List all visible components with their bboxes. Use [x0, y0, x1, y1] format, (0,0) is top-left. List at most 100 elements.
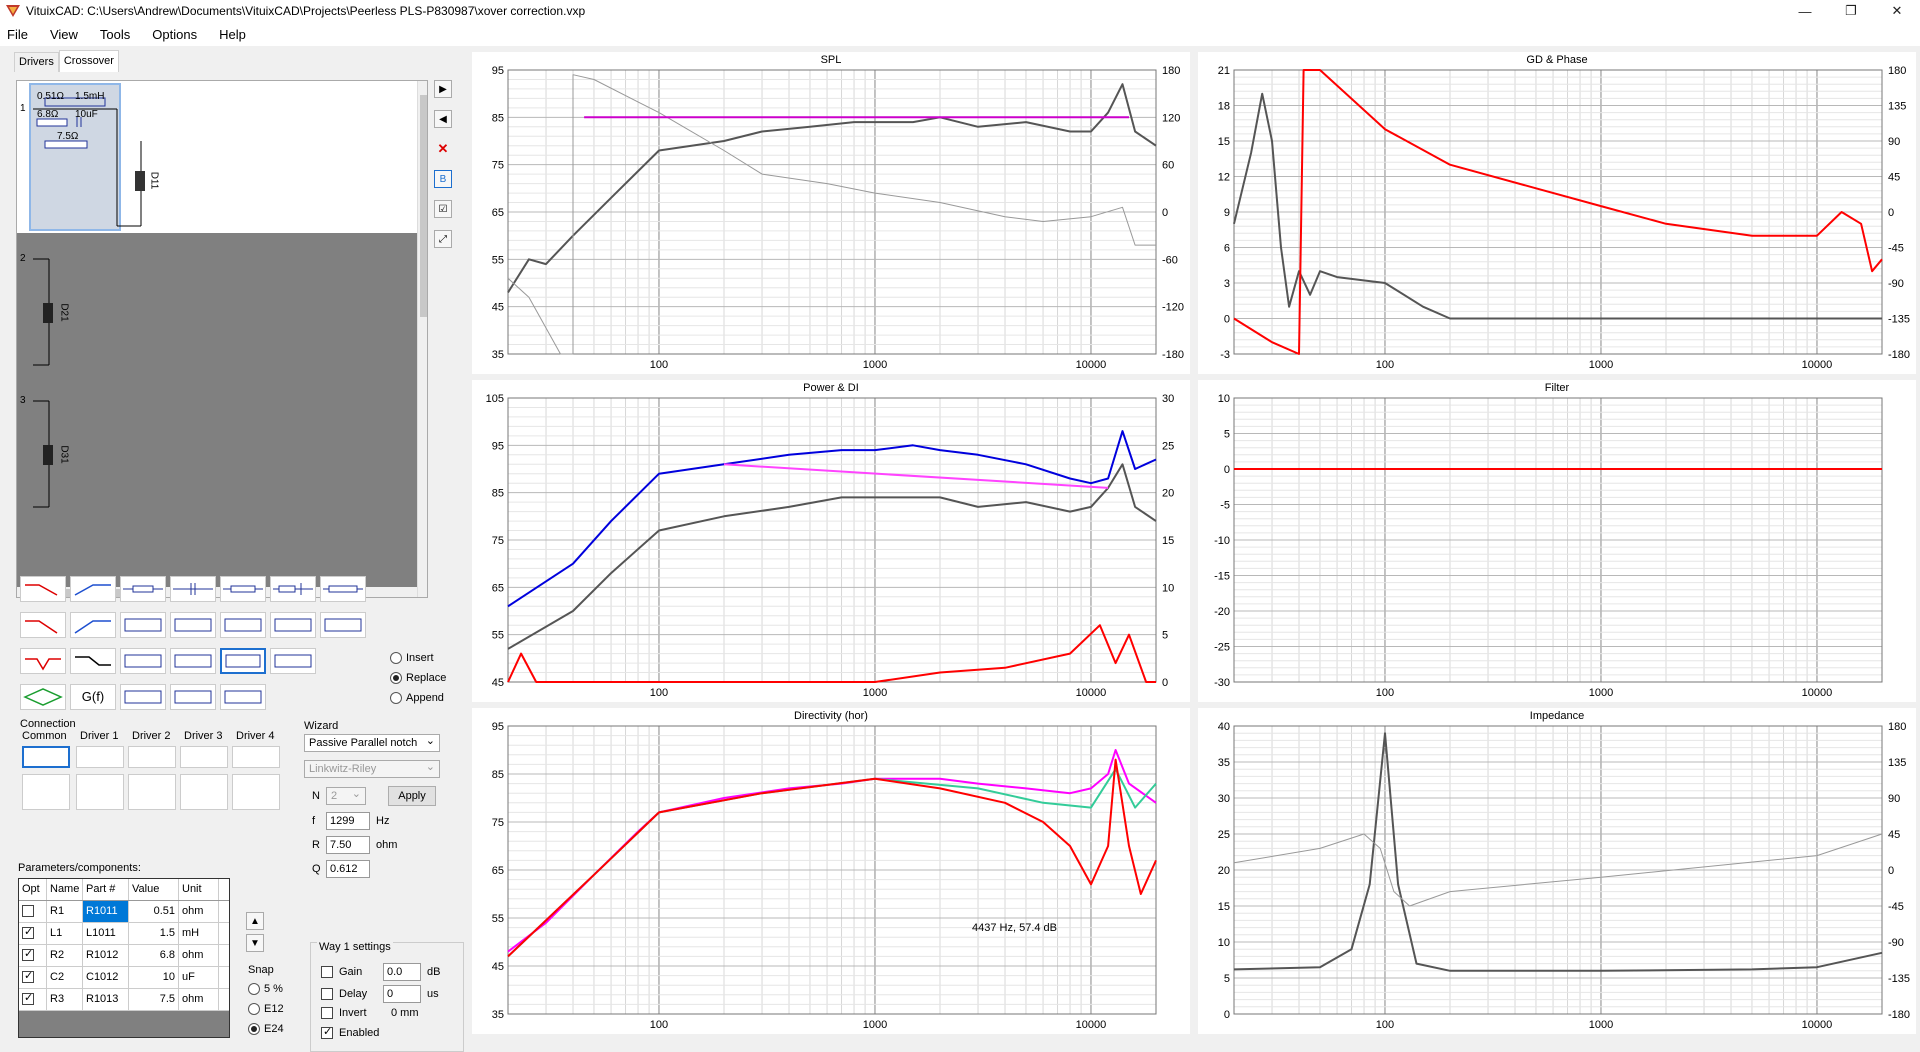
rc-parallel-icon[interactable] [170, 612, 216, 638]
f-input[interactable]: 1299 [326, 812, 370, 830]
rl-series-icon[interactable] [320, 576, 366, 602]
bypass-icon[interactable]: B [434, 170, 452, 188]
resistor-icon[interactable] [120, 576, 166, 602]
append-radio[interactable]: Append [390, 688, 460, 708]
apply-button[interactable]: Apply [388, 786, 436, 806]
opt-checkbox[interactable] [22, 947, 34, 961]
snap-5-radio[interactable]: 5 % [248, 979, 302, 999]
power-di-graph[interactable]: Power & DI 45 55 65 75 85 95 105 0 5 10 15 20 25 30 10… [472, 380, 1190, 702]
table-row[interactable]: R1 R1011 0.51 ohm [19, 901, 229, 923]
rlc-parallel-icon[interactable] [270, 612, 316, 638]
wizard-alignment-select[interactable]: Linkwitz-Riley [304, 760, 440, 778]
table-row[interactable]: R2 R1012 6.8 ohm [19, 945, 229, 967]
common-series-button[interactable] [22, 746, 70, 768]
network-c-icon[interactable] [270, 648, 316, 674]
minimize-button[interactable]: — [1798, 3, 1812, 19]
spl-graph[interactable]: SPL 35 45 55 65 75 85 95 -180 -120 -60 0 60 120 180 10… [472, 52, 1190, 374]
parallel-notch-icon[interactable] [220, 648, 266, 674]
delay-input[interactable]: 0 [383, 985, 421, 1003]
table-row[interactable]: C2 C1012 10 uF [19, 967, 229, 989]
r-input[interactable]: 7.50 [326, 836, 370, 854]
move-right-icon[interactable]: ▶ [434, 80, 452, 98]
maximize-button[interactable]: ❐ [1845, 3, 1857, 18]
close-button[interactable]: ✕ [1891, 3, 1903, 18]
move-up-icon[interactable]: ▲ [246, 912, 264, 930]
gain-input[interactable]: 0.0 [383, 963, 421, 981]
driver4-shunt-button[interactable] [232, 774, 280, 810]
param-part[interactable]: C1012 [83, 967, 129, 988]
param-value[interactable]: 7.5 [129, 989, 179, 1010]
directivity-graph[interactable]: Directivity (hor) 35 45 55 65 75 85 95 100 1000 1… [472, 708, 1190, 1034]
param-value[interactable]: 0.51 [129, 901, 179, 922]
inductor-icon[interactable] [220, 576, 266, 602]
common-ground-button[interactable] [22, 774, 70, 810]
driver3-series-button[interactable] [180, 746, 228, 768]
notch-icon[interactable] [20, 648, 66, 674]
opt-checkbox[interactable] [22, 969, 34, 983]
impedance-graph[interactable]: Impedance 0 5 10 15 20 25 30 35 40 -180 -135 -90 -45… [1198, 708, 1916, 1034]
transfer-function-icon[interactable]: G(f) [70, 684, 116, 710]
shelf-icon[interactable] [70, 648, 116, 674]
highpass-2-icon[interactable] [70, 612, 116, 638]
driver1-series-button[interactable] [76, 746, 124, 768]
lc-parallel-icon[interactable] [320, 612, 366, 638]
move-left-icon[interactable]: ◀ [434, 110, 452, 128]
param-part[interactable]: R1012 [83, 945, 129, 966]
replace-radio[interactable]: Replace [390, 668, 460, 688]
menu-file[interactable]: File [7, 26, 28, 42]
lowpass-2-icon[interactable] [20, 612, 66, 638]
enabled-checkbox[interactable] [321, 1025, 333, 1039]
driver2-shunt-button[interactable] [128, 774, 176, 810]
opt-checkbox[interactable] [22, 991, 34, 1005]
table-row[interactable]: L1 L1011 1.5 mH [19, 923, 229, 945]
network-b-icon[interactable] [170, 648, 216, 674]
rc-series-icon[interactable] [270, 576, 316, 602]
network-d-icon[interactable] [120, 684, 166, 710]
highpass-icon[interactable] [70, 576, 116, 602]
q-input[interactable]: 0.612 [326, 860, 370, 878]
lowpass-icon[interactable] [20, 576, 66, 602]
network-e-icon[interactable] [170, 684, 216, 710]
move-down-icon[interactable]: ▼ [246, 934, 264, 952]
opt-checkbox[interactable] [22, 905, 34, 917]
insert-radio[interactable]: Insert [390, 648, 460, 668]
checkbox-icon[interactable]: ☑ [434, 200, 452, 218]
driver4-series-button[interactable] [232, 746, 280, 768]
param-part[interactable]: L1011 [83, 923, 129, 944]
driver1-shunt-button[interactable] [76, 774, 124, 810]
wizard-type-select[interactable]: Passive Parallel notch [304, 734, 440, 752]
param-value[interactable]: 6.8 [129, 945, 179, 966]
opt-checkbox[interactable] [22, 925, 34, 939]
network-f-icon[interactable] [220, 684, 266, 710]
n-select[interactable]: 2 [326, 787, 366, 805]
param-value[interactable]: 1.5 [129, 923, 179, 944]
menu-view[interactable]: View [49, 26, 78, 42]
network-a-icon[interactable] [120, 648, 166, 674]
menu-help[interactable]: Help [219, 26, 246, 42]
snap-e24-radio[interactable]: E24 [248, 1019, 302, 1039]
tab-drivers[interactable]: Drivers [14, 52, 59, 72]
gd-phase-graph[interactable]: GD & Phase -3 0 3 6 9 12 15 18 21 -180 -135 -90 -45 0… [1198, 52, 1916, 374]
table-row[interactable]: R3 R1013 7.5 ohm [19, 989, 229, 1011]
way-1-block[interactable] [29, 83, 121, 231]
filter-graph[interactable]: Filter -30 -25 -20 -15 -10 -5 0 5 10 100 1000 10000 [1198, 380, 1916, 702]
fit-view-icon[interactable]: ⤢ [434, 230, 452, 248]
param-part[interactable]: R1013 [83, 989, 129, 1010]
schematic-canvas[interactable]: 1 0.51Ω 1.5mH 6.8Ω 10uF 7.5Ω D11 2 3 D21… [16, 80, 428, 598]
driver3-shunt-button[interactable] [180, 774, 228, 810]
snap-e12-radio[interactable]: E12 [248, 999, 302, 1019]
schematic-vertical-scrollbar[interactable] [417, 81, 427, 597]
driver2-series-button[interactable] [128, 746, 176, 768]
rl-parallel-icon[interactable] [220, 612, 266, 638]
invert-checkbox[interactable] [321, 1007, 333, 1019]
param-value[interactable]: 10 [129, 967, 179, 988]
delay-checkbox[interactable] [321, 988, 333, 1000]
menu-tools[interactable]: Tools [99, 26, 131, 42]
capacitor-icon[interactable] [170, 576, 216, 602]
delete-icon[interactable]: ✕ [437, 141, 449, 156]
menu-options[interactable]: Options [152, 26, 198, 42]
bandpass-icon[interactable] [20, 684, 66, 710]
param-part[interactable]: R1011 [83, 901, 129, 922]
gain-checkbox[interactable] [321, 966, 333, 978]
rlc-network-icon[interactable] [120, 612, 166, 638]
